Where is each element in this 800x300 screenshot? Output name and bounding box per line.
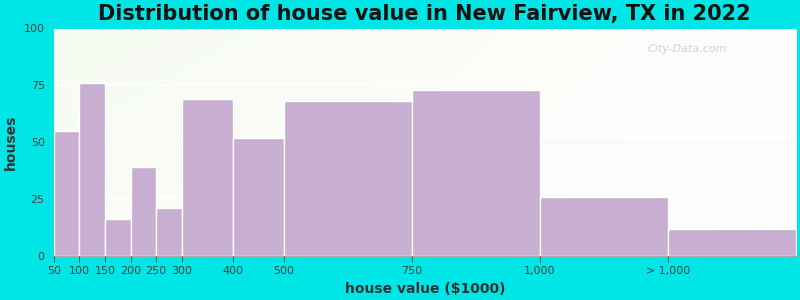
Y-axis label: houses: houses — [4, 115, 18, 170]
X-axis label: house value ($1000): house value ($1000) — [345, 282, 505, 296]
Bar — [284, 101, 412, 256]
Title: Distribution of house value in New Fairview, TX in 2022: Distribution of house value in New Fairv… — [98, 4, 751, 24]
Bar — [130, 167, 156, 256]
Text: City-Data.com: City-Data.com — [647, 44, 727, 54]
Bar — [668, 229, 796, 256]
Bar — [412, 90, 540, 256]
Bar — [182, 99, 233, 256]
Bar — [540, 197, 668, 256]
Bar — [54, 131, 79, 256]
Bar — [79, 83, 105, 256]
Bar — [105, 220, 130, 256]
Bar — [233, 138, 284, 256]
Bar — [156, 208, 182, 256]
